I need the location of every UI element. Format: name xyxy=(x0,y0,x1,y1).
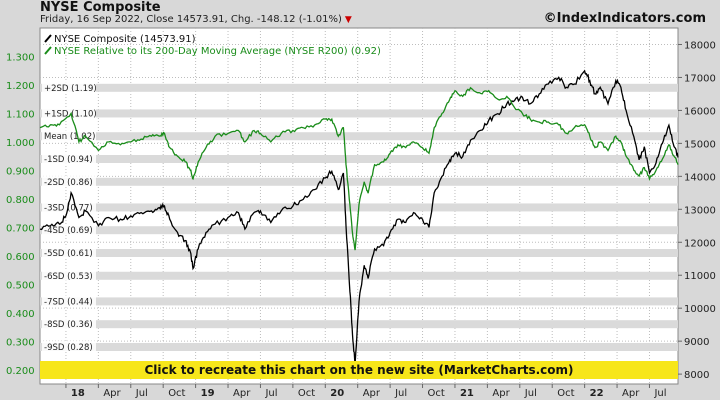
left-axis-tick-label: 0.400 xyxy=(6,309,35,320)
sd-band xyxy=(40,320,678,329)
right-axis-tick-label: 9000 xyxy=(684,337,709,348)
sd-band xyxy=(40,109,678,118)
left-axis-tick-label: 0.900 xyxy=(6,166,35,177)
sd-band xyxy=(40,271,678,280)
left-axis-tick-label: 0.300 xyxy=(6,337,35,348)
sd-label-bg xyxy=(42,175,96,187)
x-axis-tick-label: Jul xyxy=(264,388,277,399)
sd-label-bg xyxy=(42,246,96,258)
sd-band-label: -9SD (0.28) xyxy=(44,343,93,353)
x-axis-tick-label: 18 xyxy=(71,388,85,399)
right-axis-tick-label: 12000 xyxy=(684,238,716,249)
sd-band-label: -1SD (0.94) xyxy=(44,155,93,165)
left-axis-tick-label: 1.300 xyxy=(6,52,35,63)
sd-label-bg xyxy=(42,107,96,119)
left-axis-tick-label: 1.100 xyxy=(6,109,35,120)
x-axis-tick-label: Apr xyxy=(233,388,251,399)
sd-band xyxy=(40,83,678,92)
x-axis-tick-label: Jul xyxy=(524,388,537,399)
sd-band-label: Mean (1.02) xyxy=(44,132,95,142)
left-axis-tick-label: 1.000 xyxy=(6,138,35,149)
legend-swatch xyxy=(44,46,52,55)
sd-band-label: -8SD (0.36) xyxy=(44,320,93,330)
x-axis-tick-label: Jul xyxy=(135,388,148,399)
x-axis-tick-label: Jul xyxy=(394,388,407,399)
subtitle-text: Friday, 16 Sep 2022, Close 14573.91, Chg… xyxy=(40,14,342,25)
sd-band-label: -7SD (0.44) xyxy=(44,297,93,307)
nyse-r200-line xyxy=(39,86,679,251)
left-axis-tick-label: 0.800 xyxy=(6,195,35,206)
axis-layer: 0.200 0.300 0.400 0.500 0.600 0.700 0.800 0.900… xyxy=(6,40,716,399)
sd-band-label: -6SD (0.53) xyxy=(44,272,93,282)
sd-band-label: +2SD (1.19) xyxy=(44,84,97,94)
left-axis-tick-label: 0.600 xyxy=(6,252,35,263)
series-layer xyxy=(39,69,679,365)
right-axis-tick-label: 11000 xyxy=(684,271,716,282)
left-axis-tick-label: 1.200 xyxy=(6,81,35,92)
x-axis-tick-label: Apr xyxy=(363,388,381,399)
sd-band xyxy=(40,177,678,186)
x-axis-tick-label: 21 xyxy=(460,388,474,399)
x-axis-tick-label: Apr xyxy=(492,388,510,399)
x-axis-tick-label: Oct xyxy=(428,388,445,399)
x-axis-tick-label: Oct xyxy=(557,388,574,399)
right-axis-tick-label: 15000 xyxy=(684,139,716,150)
sd-label-bg xyxy=(42,201,96,213)
sd-band xyxy=(40,248,678,257)
x-axis-tick-label: 19 xyxy=(201,388,215,399)
right-axis-tick-label: 16000 xyxy=(684,106,716,117)
x-axis-tick-label: 22 xyxy=(590,388,604,399)
nyse-composite-line xyxy=(39,69,679,365)
sd-band-label: -2SD (0.86) xyxy=(44,178,93,188)
chart-title: NYSE Composite xyxy=(40,0,161,15)
sd-band-label: -4SD (0.69) xyxy=(44,226,93,236)
sd-label-bg xyxy=(42,340,96,352)
right-axis-tick-label: 8000 xyxy=(684,370,709,381)
legend: NYSE Composite (14573.91)NYSE Relative t… xyxy=(44,34,381,57)
sd-band xyxy=(40,155,678,164)
sd-label-bg xyxy=(42,269,96,281)
sd-label-bg xyxy=(42,81,96,93)
right-axis-tick-label: 14000 xyxy=(684,172,716,183)
right-axis-tick-label: 10000 xyxy=(684,304,716,315)
legend-entry: NYSE Composite (14573.91) xyxy=(54,34,196,45)
sd-band xyxy=(40,226,678,235)
x-axis-tick-label: Apr xyxy=(103,388,121,399)
left-axis-tick-label: 0.700 xyxy=(6,223,35,234)
left-axis-tick-label: 0.500 xyxy=(6,280,35,291)
sd-band-label: -5SD (0.61) xyxy=(44,249,93,259)
x-axis-tick-label: Oct xyxy=(168,388,185,399)
down-arrow-icon: ▼ xyxy=(344,15,352,25)
sd-label-bg xyxy=(42,318,96,330)
x-axis-tick-label: Jul xyxy=(653,388,666,399)
right-axis-tick-label: 13000 xyxy=(684,205,716,216)
sd-label-bg xyxy=(42,130,96,142)
site-credit: ©IndexIndicators.com xyxy=(543,11,706,26)
sd-band xyxy=(40,342,678,351)
sd-label-bg xyxy=(42,224,96,236)
x-axis-tick-label: Oct xyxy=(298,388,315,399)
sd-label-bg xyxy=(42,295,96,307)
chart-subtitle: Friday, 16 Sep 2022, Close 14573.91, Chg… xyxy=(40,14,352,25)
x-axis-tick-label: 20 xyxy=(330,388,344,399)
sd-label-bg xyxy=(42,153,96,165)
right-axis-tick-label: 18000 xyxy=(684,40,716,51)
sd-band xyxy=(40,132,678,141)
legend-entry: NYSE Relative to its 200-Day Moving Aver… xyxy=(54,46,381,57)
right-axis-tick-label: 17000 xyxy=(684,73,716,84)
legend-swatch xyxy=(44,34,52,43)
left-axis-tick-label: 0.200 xyxy=(6,366,35,377)
recreate-chart-banner[interactable]: Click to recreate this chart on the new … xyxy=(40,361,678,379)
x-axis-tick-label: Apr xyxy=(622,388,640,399)
